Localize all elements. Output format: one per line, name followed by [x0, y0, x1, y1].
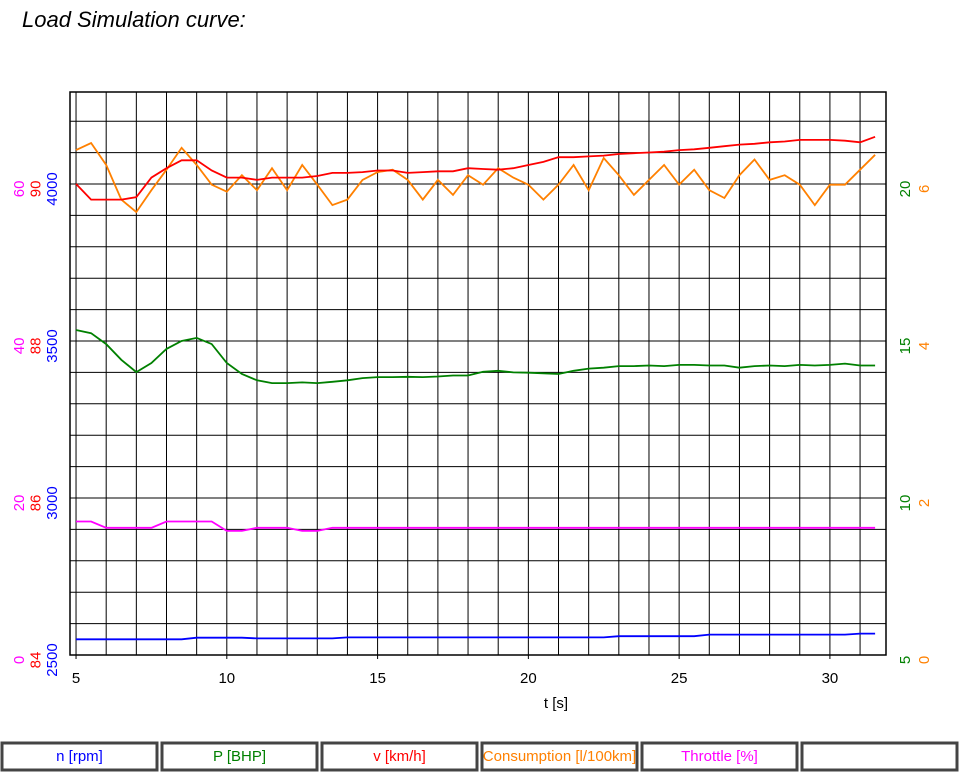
legend-box: [480, 741, 639, 772]
y-tick-label: 0: [11, 656, 28, 664]
x-tick-label: 20: [520, 670, 537, 687]
y-tick-label: 10: [897, 495, 914, 512]
legend-label: P [BHP]: [213, 748, 266, 765]
legend: n [rpm] P [BHP] v [km/h] Consumption [l/100…: [0, 741, 959, 772]
x-tick-label: 10: [218, 670, 235, 687]
legend-box: [640, 741, 799, 772]
y-tick-label: 88: [27, 338, 44, 355]
legend-box: [800, 741, 959, 772]
y-tick-label: 40: [11, 338, 28, 355]
y-tick-label: 90: [27, 181, 44, 198]
line-series: [75, 141, 876, 214]
y-tick-label: 3500: [44, 329, 61, 362]
plot-border: [69, 91, 887, 656]
line-series: [75, 329, 876, 385]
x-tick-label: 30: [822, 670, 839, 687]
x-tick-label: 5: [72, 670, 80, 687]
legend-box: [0, 741, 159, 772]
y-tick-label: 2: [916, 499, 933, 507]
y-tick-label: 20: [11, 495, 28, 512]
chart-title: Load Simulation curve:: [22, 7, 246, 32]
y-tick-label: 4: [916, 342, 933, 350]
x-axis-label: t [s]: [544, 695, 568, 712]
y-tick-label: 20: [897, 181, 914, 198]
y-tick-label: 15: [897, 338, 914, 355]
legend-label: Throttle [%]: [681, 748, 758, 765]
legend-label: Consumption [l/100km]: [483, 748, 636, 765]
y-tick-label: 3000: [44, 486, 61, 519]
legend-label: v [km/h]: [373, 748, 426, 765]
y-tick-label: 4000: [44, 172, 61, 205]
y-tick-label: 2500: [44, 643, 61, 676]
line-series: [76, 632, 876, 641]
x-tick-label: 25: [671, 670, 688, 687]
y-tick-label: 0: [916, 656, 933, 664]
y-tick-label: 84: [27, 652, 44, 669]
legend-box: [160, 741, 319, 772]
line-series: [76, 520, 876, 532]
y-tick-label: 60: [11, 181, 28, 198]
y-tick-label: 5: [897, 656, 914, 664]
legend-box: [320, 741, 479, 772]
line-series: [75, 135, 876, 201]
y-tick-label: 86: [27, 495, 44, 512]
legend-label: n [rpm]: [56, 748, 103, 765]
x-tick-label: 15: [369, 670, 386, 687]
y-tick-label: 6: [916, 185, 933, 193]
